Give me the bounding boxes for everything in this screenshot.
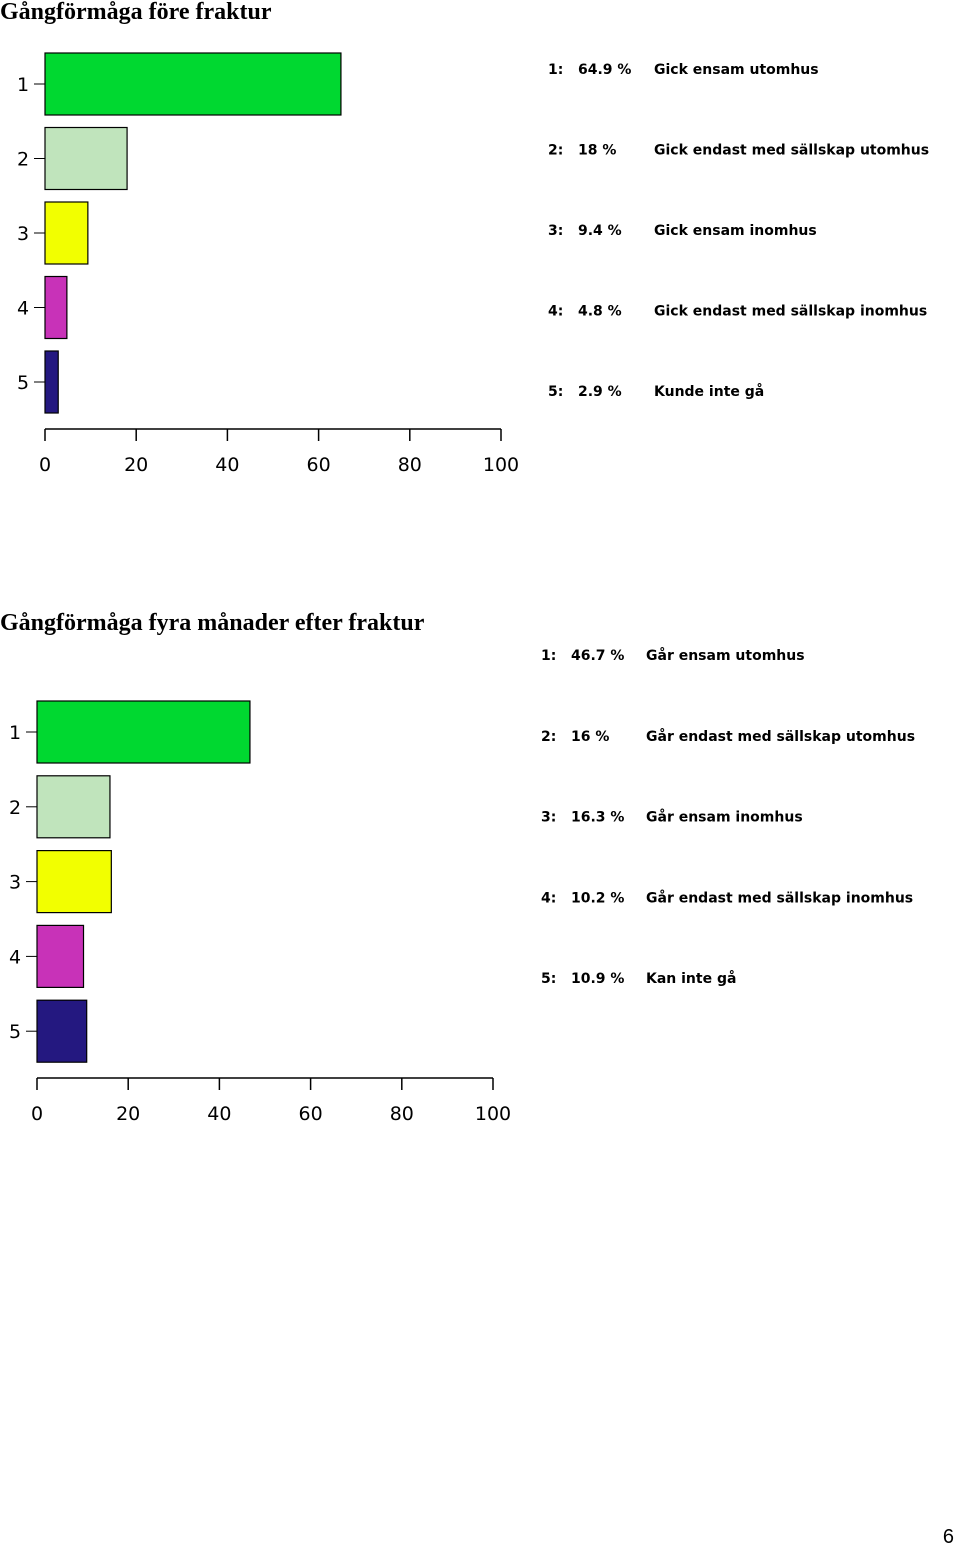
legend-label: Går ensam utomhus xyxy=(646,647,805,664)
legend-percent: 46.7 % xyxy=(571,648,624,664)
bar-2 xyxy=(36,775,111,839)
x-tick-label: 60 xyxy=(299,1103,323,1125)
bar-5 xyxy=(36,999,88,1063)
chart-title-before-fracture: Gångförmåga före fraktur xyxy=(0,0,272,25)
x-tick-label: 20 xyxy=(116,1103,140,1125)
chart-title-four-months-after: Gångförmåga fyra månader efter fraktur xyxy=(0,610,425,636)
legend-percent: 2.9 % xyxy=(578,384,622,400)
y-tick-label: 1 xyxy=(9,722,21,744)
x-tick-label: 0 xyxy=(31,1103,43,1125)
legend-label: Gick endast med sällskap utomhus xyxy=(654,143,929,159)
y-tick-label: 4 xyxy=(9,946,21,968)
legend-percent: 16 % xyxy=(571,729,609,745)
legend-percent: 16.3 % xyxy=(571,810,624,826)
y-tick-label: 5 xyxy=(9,1021,21,1043)
legend-percent: 18 % xyxy=(578,143,616,159)
legend-number: 5: xyxy=(548,384,563,400)
y-tick-label: 4 xyxy=(17,298,29,320)
legend-percent: 10.9 % xyxy=(571,971,624,987)
legend-label: Går endast med sällskap utomhus xyxy=(646,728,915,745)
bar-1 xyxy=(36,700,251,764)
page-number: 6 xyxy=(942,1526,954,1548)
x-tick-label: 40 xyxy=(215,454,239,476)
bar-chart-before-fracture: 1 2 3 4 5 0 20 40 60 80 100 1: 64.9 % Gick ensam utom… xyxy=(17,52,929,476)
legend-number: 4: xyxy=(548,304,563,320)
legend-label: Går ensam inomhus xyxy=(646,809,803,826)
legend-percent: 9.4 % xyxy=(578,223,622,239)
bar-chart-four-months-after: 1 2 3 4 5 0 20 40 60 80 100 1: 46.7 % Går ensam utomh… xyxy=(9,647,915,1125)
bar-4 xyxy=(44,275,68,340)
bar-3 xyxy=(36,850,112,914)
bar-4 xyxy=(36,924,85,988)
legend-label: Gick endast med sällskap inomhus xyxy=(654,304,927,320)
bar-1 xyxy=(44,52,342,116)
legend-label: Kan inte gå xyxy=(646,970,736,987)
x-tick-label: 60 xyxy=(307,454,331,476)
legend-number: 5: xyxy=(541,971,556,987)
legend-number: 3: xyxy=(541,810,556,826)
legend-label: Går endast med sällskap inomhus xyxy=(646,889,913,906)
x-tick-label: 40 xyxy=(207,1103,231,1125)
x-tick-label: 0 xyxy=(39,454,51,476)
y-tick-label: 5 xyxy=(17,372,29,394)
legend-percent: 4.8 % xyxy=(578,304,622,320)
legend-percent: 64.9 % xyxy=(578,62,631,78)
bar-2 xyxy=(44,126,128,191)
y-tick-label: 1 xyxy=(17,74,29,96)
y-tick-label: 2 xyxy=(9,797,21,819)
legend-label: Gick ensam inomhus xyxy=(654,223,817,239)
x-tick-label: 80 xyxy=(390,1103,414,1125)
legend-number: 2: xyxy=(541,729,556,745)
legend-number: 4: xyxy=(541,890,556,906)
y-tick-label: 3 xyxy=(17,223,29,245)
legend-number: 3: xyxy=(548,223,563,239)
y-tick-label: 3 xyxy=(9,872,21,894)
x-tick-label: 100 xyxy=(483,454,519,476)
legend-number: 2: xyxy=(548,143,563,159)
x-tick-label: 20 xyxy=(124,454,148,476)
legend-number: 1: xyxy=(548,62,563,78)
legend-number: 1: xyxy=(541,648,556,664)
bar-3 xyxy=(44,201,89,265)
legend-label: Gick ensam utomhus xyxy=(654,62,819,78)
bar-5 xyxy=(44,350,59,414)
legend-percent: 10.2 % xyxy=(571,890,624,906)
y-tick-label: 2 xyxy=(17,149,29,171)
legend-label: Kunde inte gå xyxy=(654,383,764,400)
x-tick-label: 80 xyxy=(398,454,422,476)
x-tick-label: 100 xyxy=(475,1103,511,1125)
